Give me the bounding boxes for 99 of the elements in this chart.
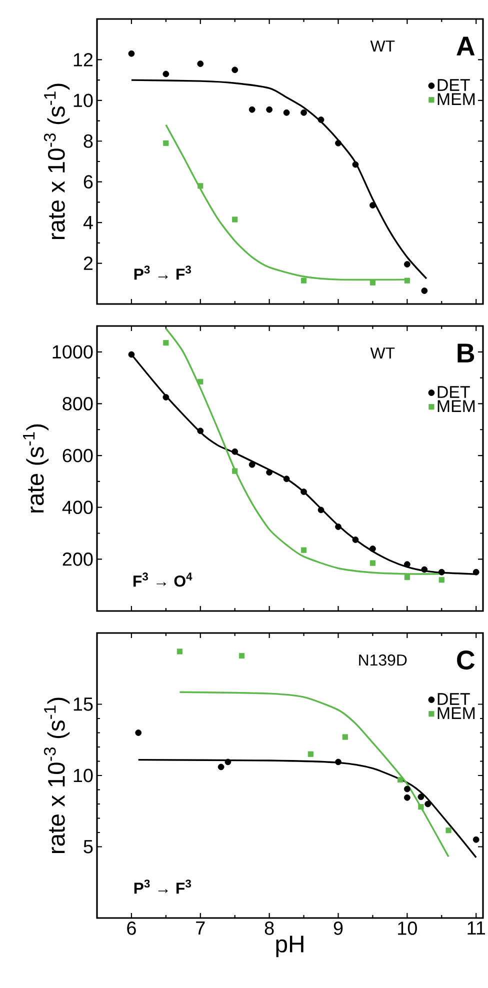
x-tick-label: 6: [127, 922, 136, 935]
point: [162, 394, 170, 400]
point: [300, 109, 307, 116]
point: [424, 800, 432, 808]
point: [197, 60, 204, 67]
point: [438, 577, 444, 583]
point: [418, 804, 424, 810]
point: [370, 546, 376, 552]
point: [446, 828, 452, 834]
y-tick-label: 2: [84, 256, 93, 270]
legend-label: DET: [438, 693, 470, 705]
point: [397, 776, 404, 783]
point: [128, 50, 135, 57]
point: [300, 547, 307, 553]
point: [370, 560, 376, 566]
point: [248, 461, 256, 468]
point: [266, 106, 273, 113]
point: [163, 340, 169, 346]
legend-label: DET: [438, 79, 470, 91]
y-axis-title: rate (s$^{-1}$): [23, 424, 49, 512]
annotation: N139D: [359, 654, 407, 666]
y-tick-label: 10: [74, 768, 93, 782]
point: [404, 561, 410, 568]
point: [176, 648, 183, 654]
annotation: F$^{3}$ → O$^{4}$: [134, 572, 192, 587]
point: [232, 66, 238, 74]
point: [238, 652, 245, 659]
annotation: WT: [370, 348, 395, 359]
point: [335, 140, 342, 146]
y-tick-label: 5: [84, 840, 93, 854]
point: [352, 161, 359, 168]
point: [135, 730, 142, 736]
point: [198, 183, 204, 189]
x-tick-label: 9: [334, 922, 343, 935]
point: [370, 202, 376, 208]
point: [300, 488, 307, 496]
line-series: [138, 758, 477, 858]
point: [232, 448, 238, 455]
annotation: WT: [370, 40, 395, 52]
y-tick-label: 8: [84, 134, 93, 148]
point: [335, 758, 342, 766]
y-tick-label: 400: [62, 500, 93, 514]
point: [404, 574, 410, 580]
point: [197, 428, 204, 434]
x-tick-label: 8: [264, 922, 274, 935]
point: [300, 278, 307, 284]
point: [404, 261, 410, 268]
point: [232, 216, 238, 222]
point: [128, 351, 135, 358]
point: [283, 109, 290, 116]
point: [421, 566, 428, 573]
point: [404, 786, 410, 792]
point: [438, 568, 445, 576]
point: [198, 378, 204, 384]
y-tick-label: 12: [74, 53, 93, 66]
line-series: [130, 79, 428, 280]
point: [308, 751, 314, 757]
point: [218, 764, 224, 770]
point: [248, 106, 256, 113]
y-tick-label: 15: [74, 698, 93, 711]
y-tick-label: 1000: [52, 345, 93, 359]
point: [421, 288, 428, 294]
legend-label: MEM: [438, 93, 475, 105]
y-tick-label: 800: [62, 397, 93, 410]
point: [404, 278, 410, 284]
x-tick-label: 7: [196, 922, 205, 935]
point: [283, 476, 290, 482]
y-tick-label: 10: [74, 94, 93, 108]
point: [404, 794, 410, 801]
point: [318, 506, 324, 514]
x-axis-title: pH: [276, 936, 304, 958]
point: [472, 836, 480, 843]
point: [266, 469, 273, 476]
point: [232, 468, 238, 474]
annotation: P$^{3}$ → F$^{3}$: [134, 880, 191, 894]
annotation: C: [457, 650, 475, 670]
x-tick-label: 11: [468, 922, 485, 935]
point: [318, 116, 324, 123]
point: [335, 524, 342, 530]
y-axis-title: rate x 10$^{-3}$ (s$^{-1}$): [44, 698, 70, 854]
point: [163, 140, 169, 146]
annotation: B: [458, 344, 474, 362]
point: [224, 758, 232, 766]
point: [472, 568, 480, 576]
point: [418, 794, 424, 800]
point: [162, 70, 170, 78]
y-tick-label: 600: [62, 448, 93, 462]
y-tick-label: 4: [83, 216, 93, 230]
x-tick-label: 10: [398, 922, 417, 935]
legend-label: DET: [438, 386, 470, 398]
y-tick-label: 6: [84, 175, 93, 189]
legend-label: MEM: [438, 400, 475, 412]
point: [342, 734, 348, 740]
point: [352, 536, 359, 543]
annotation: A: [456, 36, 475, 56]
annotation: P$^{3}$ → F$^{3}$: [134, 266, 191, 280]
y-tick-label: 200: [62, 552, 93, 566]
y-axis-title: rate x 10$^{-3}$ (s$^{-1}$): [44, 84, 70, 240]
legend-label: MEM: [438, 707, 475, 719]
